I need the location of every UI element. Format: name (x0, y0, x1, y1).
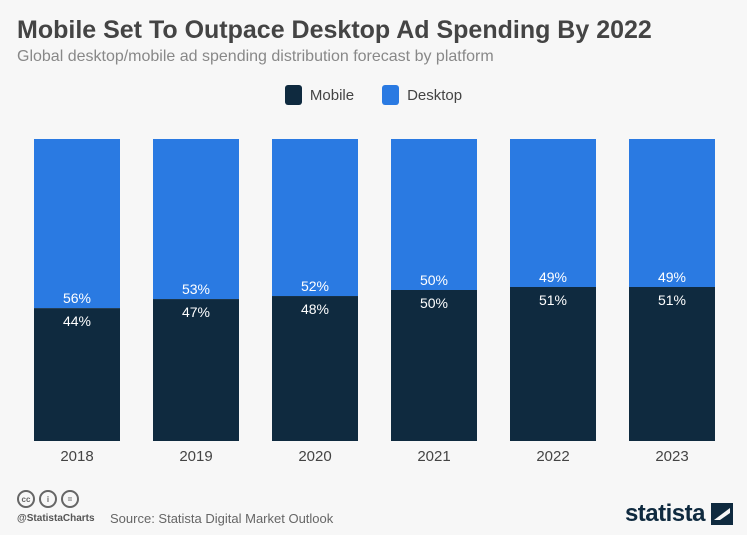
x-tick-label-2018: 2018 (60, 448, 93, 465)
data-label-desktop-2019: 53% (182, 281, 210, 297)
legend-swatch-mobile (284, 85, 302, 105)
bar-desktop-2019 (153, 139, 239, 300)
chart-title: Mobile Set To Outpace Desktop Ad Spendin… (17, 16, 652, 44)
data-label-desktop-2020: 52% (301, 278, 329, 294)
bar-mobile-2021 (391, 290, 477, 441)
bar-desktop-2020 (272, 139, 358, 297)
x-tick-label-2021: 2021 (417, 448, 450, 465)
legend-label-mobile: Mobile (309, 86, 355, 104)
data-label-mobile-2022: 51% (539, 292, 567, 308)
data-label-desktop-2021: 50% (420, 272, 448, 288)
source-note: Source: Statista Digital Market Outlook (110, 511, 334, 526)
license-icons: cc i = (17, 490, 79, 508)
bar-mobile-2020 (272, 296, 358, 441)
bar-desktop-2023 (629, 139, 715, 287)
bar-mobile-2019 (153, 299, 239, 441)
data-label-desktop-2018: 56% (63, 290, 91, 306)
statista-logo-icon (711, 503, 733, 525)
plot-area: 56% 44% 2018 53% 47% 2019 52% 48% 2020 50% 50% 2021… (34, 139, 715, 465)
logo-text: statista (624, 500, 706, 527)
chart-subtitle: Global desktop/mobile ad spending distri… (17, 48, 494, 65)
bar-desktop-2022 (510, 139, 596, 287)
legend-item-mobile: Mobile (284, 85, 355, 105)
x-tick-label-2022: 2022 (536, 448, 569, 465)
data-label-desktop-2023: 49% (658, 269, 686, 285)
data-label-mobile-2019: 47% (182, 304, 210, 320)
data-label-mobile-2018: 44% (63, 313, 91, 329)
by-icon: i (39, 490, 57, 508)
bar-mobile-2018 (34, 308, 120, 441)
bar-mobile-2023 (629, 286, 715, 441)
x-tick-label-2020: 2020 (298, 448, 331, 465)
legend: Mobile Desktop (0, 85, 747, 105)
twitter-handle[interactable]: @StatistaCharts (17, 513, 95, 524)
data-label-mobile-2021: 50% (420, 295, 448, 311)
data-label-mobile-2023: 51% (658, 292, 686, 308)
data-label-desktop-2022: 49% (539, 269, 567, 285)
statista-logo: statista (625, 500, 733, 528)
bar-desktop-2021 (391, 139, 477, 290)
data-label-mobile-2020: 48% (301, 301, 329, 317)
x-tick-label-2023: 2023 (655, 448, 688, 465)
bar-mobile-2022 (510, 286, 596, 441)
legend-swatch-desktop (382, 85, 400, 105)
nd-icon: = (61, 490, 79, 508)
legend-label-desktop: Desktop (407, 86, 463, 104)
cc-icon: cc (17, 490, 35, 508)
bar-desktop-2018 (34, 139, 120, 309)
x-tick-label-2019: 2019 (179, 448, 212, 465)
legend-item-desktop: Desktop (382, 85, 462, 105)
